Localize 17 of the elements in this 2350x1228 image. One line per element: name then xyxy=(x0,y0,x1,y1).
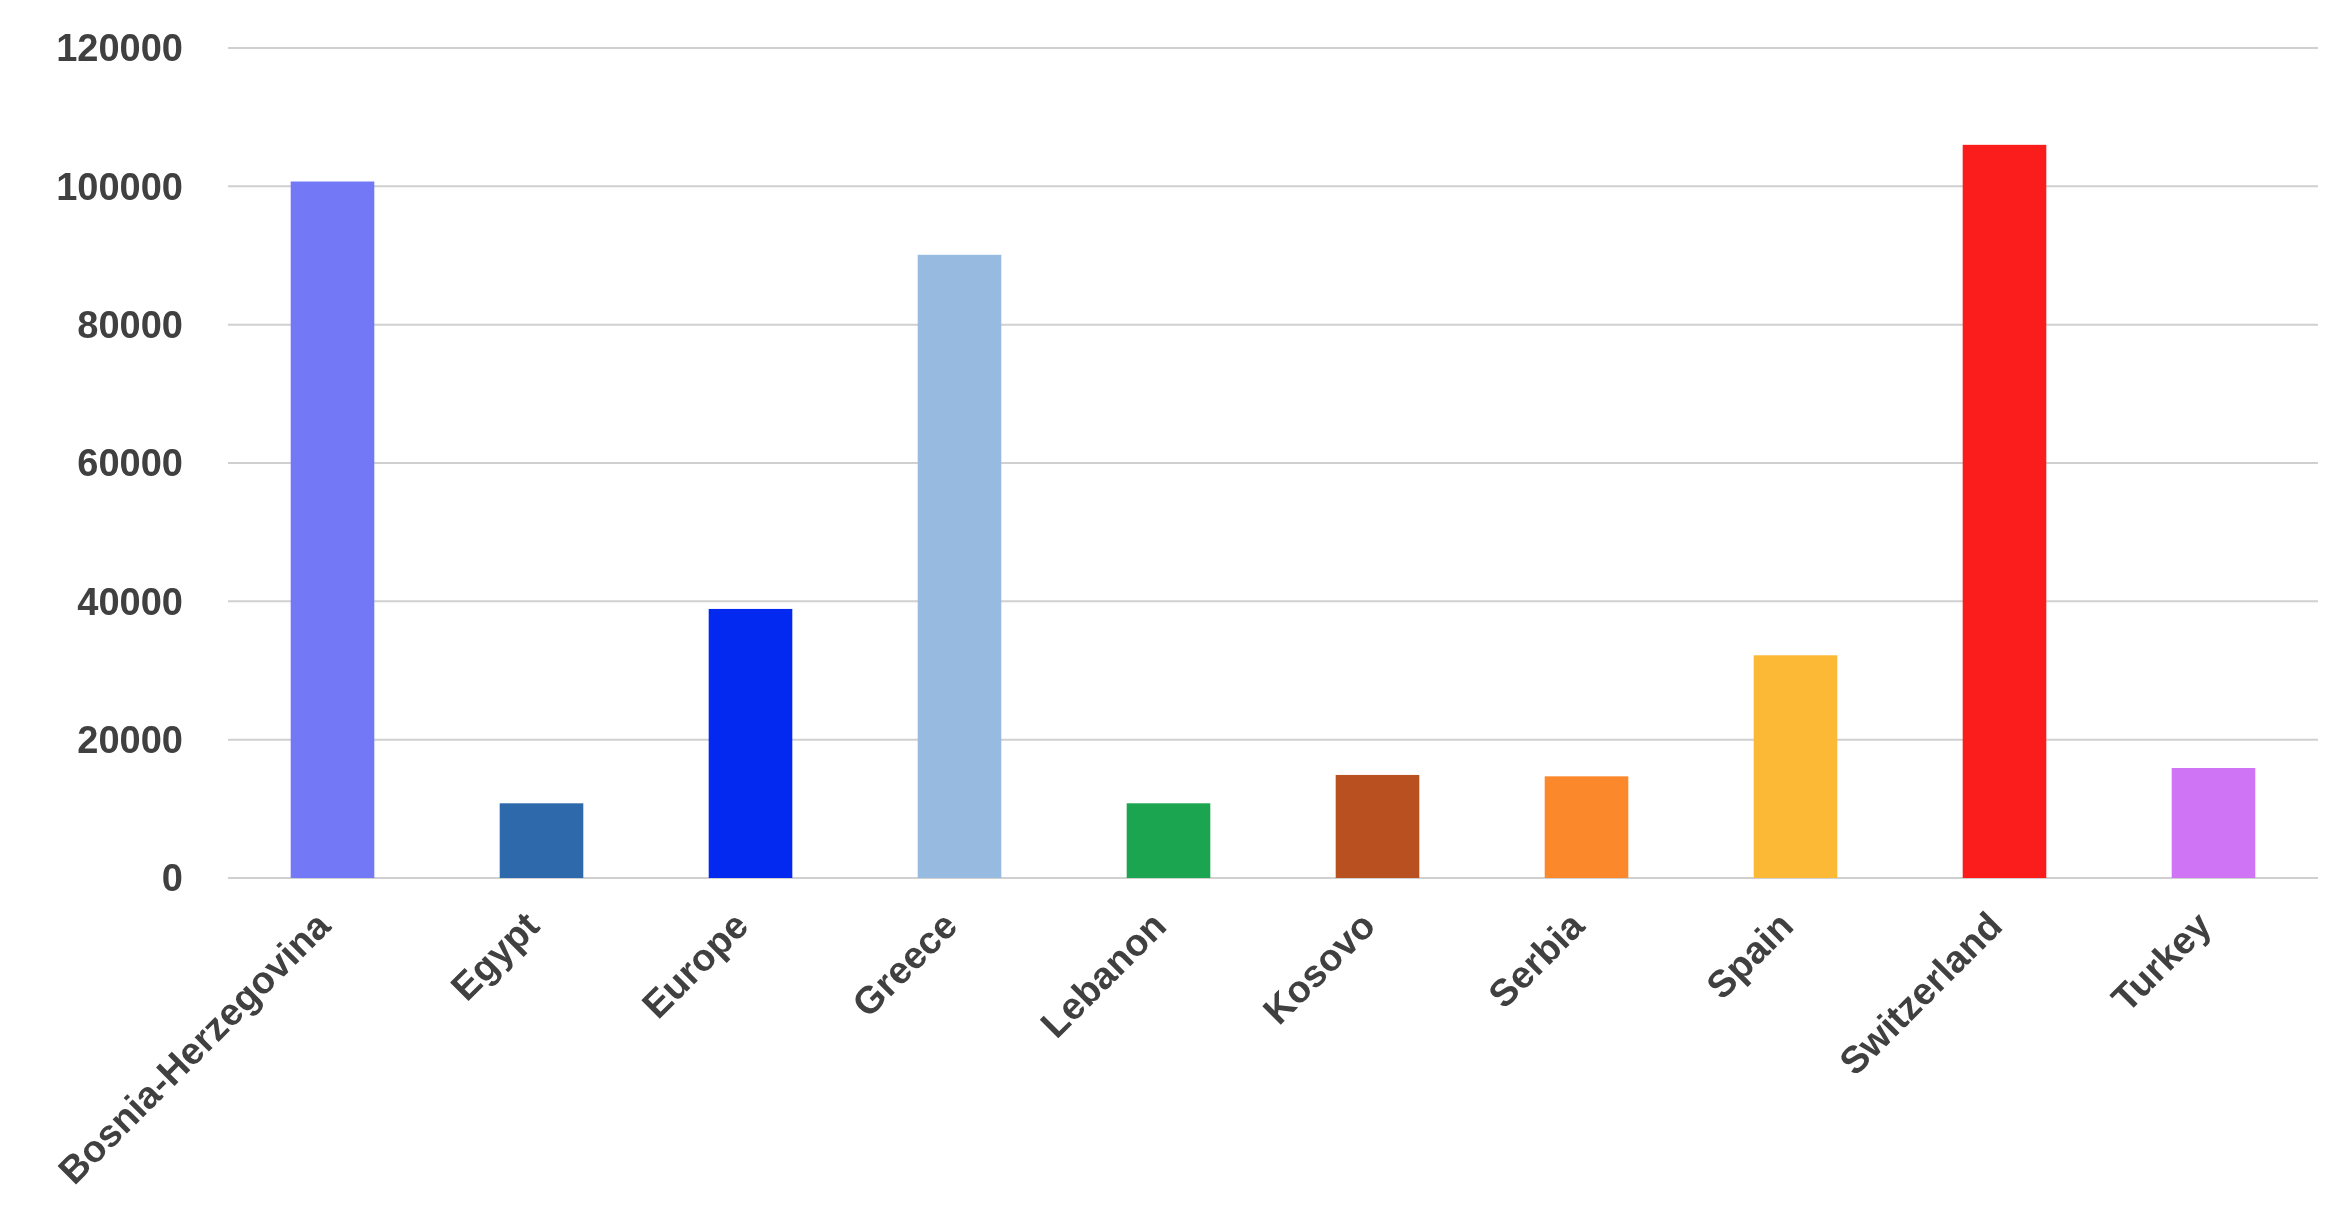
bar xyxy=(917,254,1002,878)
y-tick-label: 60000 xyxy=(77,442,183,485)
y-tick-label: 80000 xyxy=(77,303,183,346)
y-tick-label: 0 xyxy=(161,857,183,900)
bar xyxy=(1753,655,1838,878)
bar xyxy=(1544,776,1629,878)
bar xyxy=(1126,803,1211,878)
bar xyxy=(499,803,584,878)
y-tick-label: 100000 xyxy=(56,165,183,208)
y-tick-label: 20000 xyxy=(77,718,183,761)
bar xyxy=(1335,774,1420,878)
y-tick-label: 120000 xyxy=(56,27,183,70)
bar xyxy=(1962,144,2047,878)
y-tick-label: 40000 xyxy=(77,580,183,623)
bar xyxy=(2171,768,2256,878)
bar xyxy=(290,181,375,878)
bar xyxy=(708,608,793,878)
